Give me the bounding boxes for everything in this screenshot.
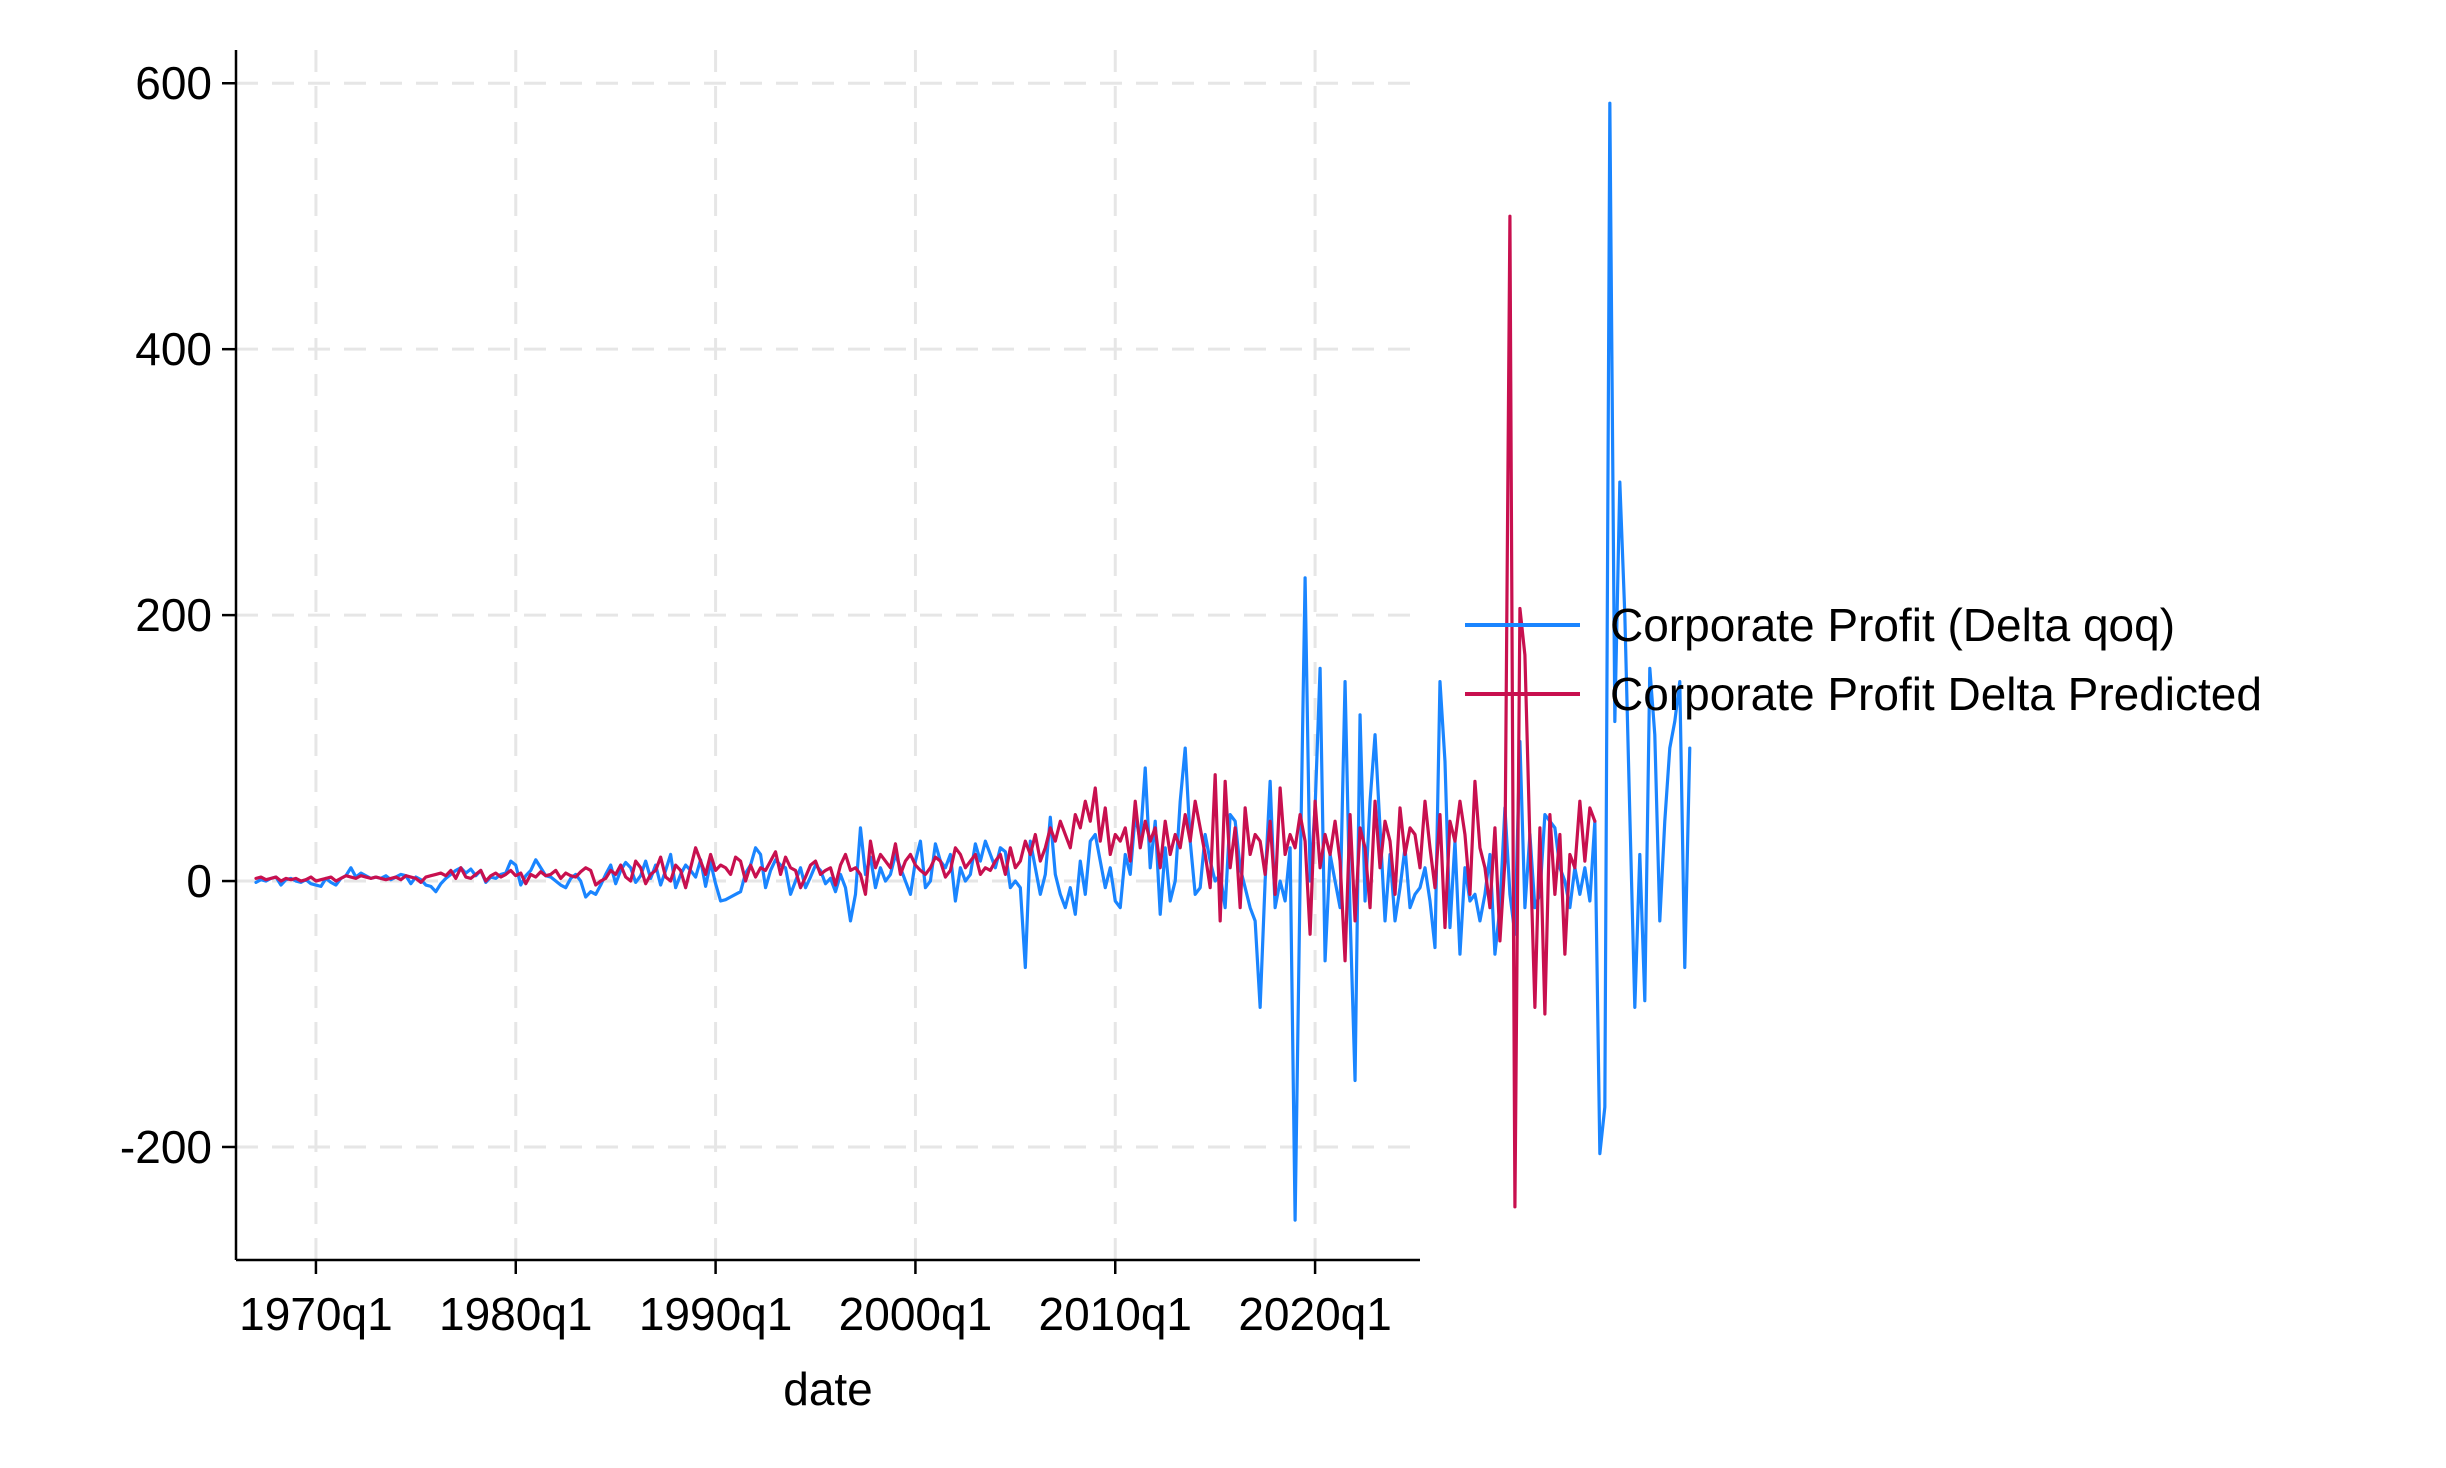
series-line-corporate-profit-delta-qoq: [254, 101, 1692, 1222]
y-ticks: -200 0 200 400 600: [120, 57, 236, 1173]
x-tick-label: 1990q1: [639, 1288, 793, 1340]
series-lines: [254, 101, 1692, 1222]
y-tick-label: 400: [135, 323, 212, 375]
legend-label-corporate-profit-delta-predicted: Corporate Profit Delta Predicted: [1610, 668, 2262, 720]
axes: [234, 50, 1420, 1262]
y-tick-label: -200: [120, 1121, 212, 1173]
x-tick-label: 2000q1: [839, 1288, 993, 1340]
x-axis-title: date: [783, 1363, 873, 1415]
y-tick-label: 600: [135, 57, 212, 109]
legend: Corporate Profit (Delta qoq) Corporate P…: [1465, 599, 2262, 720]
grid-lines: [236, 50, 1420, 1260]
x-tick-label: 2010q1: [1039, 1288, 1193, 1340]
y-tick-label: 200: [135, 589, 212, 641]
y-tick-label: 0: [186, 855, 212, 907]
x-ticks: 1970q1 1980q1 1990q1 2000q1 2010q1 2020q1: [239, 1260, 1392, 1340]
legend-label-corporate-profit-delta-qoq: Corporate Profit (Delta qoq): [1610, 599, 2175, 651]
x-tick-label: 1980q1: [439, 1288, 593, 1340]
x-tick-label: 1970q1: [239, 1288, 393, 1340]
x-tick-label: 2020q1: [1238, 1288, 1392, 1340]
series-line-corporate-profit-delta-predicted: [254, 214, 1597, 1209]
